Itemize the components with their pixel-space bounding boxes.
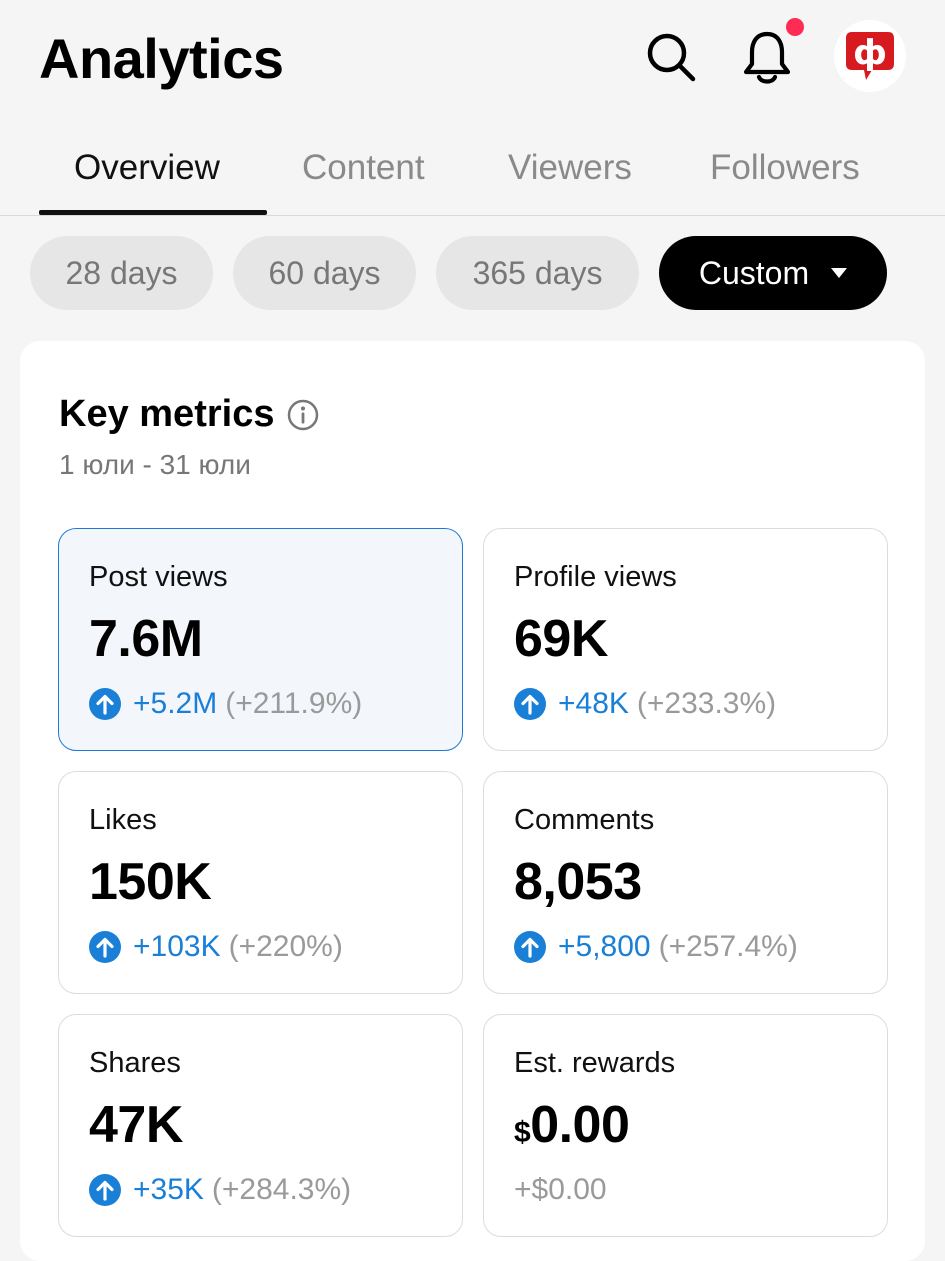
tab-viewers[interactable]: Viewers bbox=[508, 148, 632, 187]
metric-shares[interactable]: Shares 47K +35K (+284.3%) bbox=[58, 1014, 463, 1237]
page-title: Analytics bbox=[39, 27, 284, 90]
chip-label: 60 days bbox=[268, 254, 381, 291]
key-metrics-title: Key metrics bbox=[59, 393, 275, 435]
tab-followers[interactable]: Followers bbox=[710, 148, 860, 187]
arrow-up-circle-icon bbox=[514, 931, 546, 963]
delta-percent: (+257.4%) bbox=[658, 930, 798, 963]
avatar-logo: ф bbox=[846, 32, 894, 80]
metric-comments[interactable]: Comments 8,053 +5,800 (+257.4%) bbox=[483, 771, 888, 994]
range-60-days-chip[interactable]: 60 days bbox=[233, 236, 416, 310]
delta-value: +5.2M bbox=[133, 687, 218, 720]
metric-delta: +35K (+284.3%) bbox=[89, 1173, 351, 1207]
tab-content[interactable]: Content bbox=[302, 148, 425, 187]
analytics-tabs: Overview Content Viewers Followers bbox=[0, 120, 945, 216]
bell-icon bbox=[743, 31, 791, 84]
metric-delta: +48K (+233.3%) bbox=[514, 687, 776, 721]
search-button[interactable] bbox=[642, 28, 700, 86]
metric-label: Likes bbox=[89, 804, 157, 836]
chip-label: 28 days bbox=[65, 254, 178, 291]
date-range-label: 1 юли - 31 юли bbox=[59, 449, 251, 480]
rewards-amount: 0.00 bbox=[530, 1096, 630, 1154]
search-icon bbox=[647, 33, 696, 82]
metric-value: 47K bbox=[89, 1096, 183, 1154]
notification-dot bbox=[786, 18, 804, 36]
caret-down-icon bbox=[831, 268, 848, 278]
metric-delta: +103K (+220%) bbox=[89, 930, 343, 964]
metric-value: 7.6M bbox=[89, 610, 203, 668]
delta-value: +48K bbox=[558, 687, 629, 720]
metric-label: Shares bbox=[89, 1047, 181, 1079]
metric-value: 8,053 bbox=[514, 853, 642, 911]
metric-likes[interactable]: Likes 150K +103K (+220%) bbox=[58, 771, 463, 994]
chip-label: 365 days bbox=[472, 254, 603, 291]
metric-label: Profile views bbox=[514, 561, 677, 593]
metric-value: 69K bbox=[514, 610, 608, 668]
delta-value: +103K bbox=[133, 930, 221, 963]
delta-percent: (+233.3%) bbox=[636, 687, 777, 720]
notifications-button[interactable] bbox=[738, 28, 796, 86]
delta-percent: (+220%) bbox=[228, 930, 343, 963]
metric-delta: +5.2M (+211.9%) bbox=[89, 687, 362, 721]
arrow-up-circle-icon bbox=[89, 931, 121, 963]
arrow-up-circle-icon bbox=[89, 1174, 121, 1206]
tab-overview[interactable]: Overview bbox=[74, 148, 220, 187]
range-28-days-chip[interactable]: 28 days bbox=[30, 236, 213, 310]
arrow-up-circle-icon bbox=[514, 688, 546, 720]
currency-symbol: $ bbox=[514, 1116, 531, 1149]
chip-label: Custom bbox=[698, 254, 810, 291]
metric-label: Est. rewards bbox=[514, 1047, 676, 1079]
metric-value: $0.00 bbox=[514, 1095, 630, 1155]
active-tab-indicator bbox=[39, 210, 267, 215]
range-365-days-chip[interactable]: 365 days bbox=[436, 236, 639, 310]
delta-value: +$0.00 bbox=[514, 1173, 607, 1206]
metric-delta: +$0.00 bbox=[514, 1173, 607, 1207]
avatar[interactable]: ф bbox=[834, 20, 906, 92]
range-custom-dropdown[interactable]: Custom bbox=[659, 236, 887, 310]
delta-value: +35K bbox=[133, 1173, 204, 1206]
metric-delta: +5,800 (+257.4%) bbox=[514, 930, 798, 964]
metric-est-rewards[interactable]: Est. rewards $0.00 +$0.00 bbox=[483, 1014, 888, 1237]
info-icon[interactable] bbox=[286, 398, 320, 432]
svg-text:ф: ф bbox=[853, 33, 887, 73]
arrow-up-circle-icon bbox=[89, 688, 121, 720]
metric-label: Comments bbox=[514, 804, 655, 836]
delta-percent: (+211.9%) bbox=[225, 687, 363, 720]
delta-value: +5,800 bbox=[558, 930, 651, 963]
app-header: Analytics ф bbox=[0, 0, 945, 120]
metric-post-views[interactable]: Post views 7.6M +5.2M (+211.9%) bbox=[58, 528, 463, 751]
metric-profile-views[interactable]: Profile views 69K +48K (+233.3%) bbox=[483, 528, 888, 751]
metric-value: 150K bbox=[89, 853, 212, 911]
key-metrics-heading: Key metrics bbox=[59, 393, 320, 436]
delta-percent: (+284.3%) bbox=[211, 1173, 352, 1206]
key-metrics-card: Key metrics 1 юли - 31 юли Post views 7.… bbox=[20, 341, 925, 1261]
metric-label: Post views bbox=[89, 561, 228, 593]
